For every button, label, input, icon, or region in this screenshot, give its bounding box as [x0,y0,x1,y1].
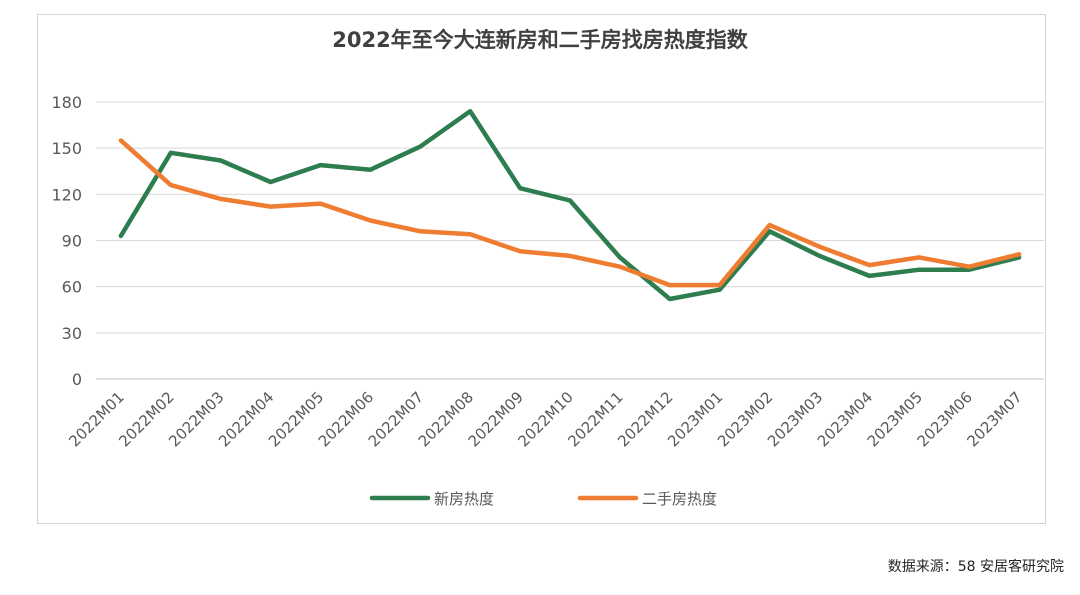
y-tick-label: 180 [51,93,82,112]
chart-title: 2022年至今大连新房和二手房找房热度指数 [332,28,748,52]
y-tick-label: 150 [51,139,82,158]
y-axis-ticks: 0 30 60 90 120 150 180 [51,93,82,389]
legend-label: 新房热度 [434,490,494,508]
series-line-resale-homes [118,138,1022,288]
chart-frame [37,14,1046,524]
data-source-note: 数据来源：58 安居客研究院 [887,559,1064,575]
grid-lines [96,101,1044,380]
series-lines [118,108,1022,302]
legend: 新房热度 二手房热度 [369,490,717,508]
y-tick-label: 120 [51,185,82,204]
y-tick-label: 60 [62,278,82,297]
x-axis-ticks: 2022M012022M022022M032022M042022M052022M… [65,388,1025,450]
y-tick-label: 30 [62,324,82,343]
series-line-new-homes [118,108,1022,302]
y-tick-label: 90 [62,232,82,251]
x-tick-label: 2023M07 [964,388,1026,450]
y-tick-label: 0 [72,370,82,389]
legend-label: 二手房热度 [642,490,717,508]
